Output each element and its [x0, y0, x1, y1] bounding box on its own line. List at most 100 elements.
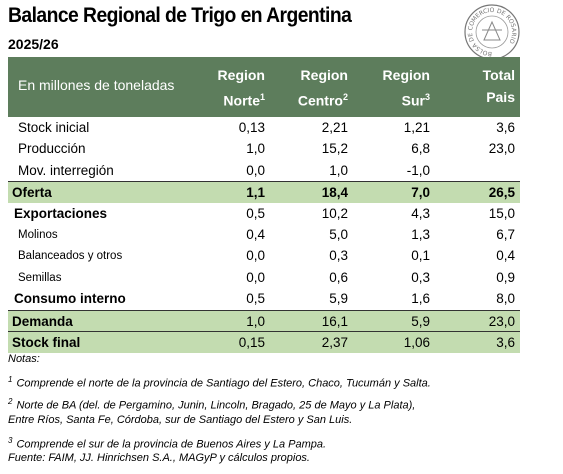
cell-value: 5,9	[329, 291, 348, 307]
table-row: Semillas 0,0 0,6 0,3 0,9	[8, 267, 520, 288]
svg-text:BOLSA DE COMERCIO DE ROSARIO: BOLSA DE COMERCIO DE ROSARIO	[467, 7, 517, 57]
footnote-marker: 3	[8, 436, 13, 445]
column-header: Total Pais	[483, 64, 515, 108]
column-header-line: Region	[300, 67, 348, 83]
cell-value: 0,0	[246, 162, 265, 178]
cell-value: 5,9	[411, 313, 430, 329]
cell-value: 0,5	[246, 291, 265, 307]
column-header-name: Norte	[223, 92, 260, 109]
cell-value: 6,7	[496, 227, 515, 242]
column-header-line: Centro2	[298, 86, 348, 112]
cell-value: 4,3	[411, 205, 430, 221]
logo: BOLSA DE COMERCIO DE ROSARIO	[464, 4, 520, 60]
title: Balance Regional de Trigo en Argentina	[8, 4, 352, 27]
cell-value: 1,0	[329, 162, 348, 178]
cell-value: 23,0	[488, 141, 515, 157]
cell-value: 0,6	[329, 269, 348, 285]
row-label: Stock inicial	[18, 120, 90, 135]
row-label: Balanceados y otros	[18, 250, 123, 263]
cell-value: 6,8	[411, 141, 430, 157]
column-header-line: Region	[382, 67, 430, 83]
row-label: Exportaciones	[14, 205, 108, 221]
row-label: Molinos	[18, 229, 58, 241]
note-line: 3 Comprende el sur de la provincia de Bue…	[8, 436, 326, 451]
note-line: Entre Ríos, Santa Fe, Córdoba, sur de Sa…	[8, 414, 352, 426]
source: Fuente: FAIM, JJ. Hinrichsen S.A., MAGyP…	[8, 452, 310, 464]
cell-value: 7,0	[411, 185, 430, 201]
footnote-marker: 1	[8, 375, 13, 384]
column-header-name: Sur	[401, 92, 425, 109]
footnote-marker: 3	[424, 92, 430, 102]
table-header: En millones de toneladas Region Norte1 Reg…	[8, 57, 520, 117]
cell-value: 2,21	[321, 120, 348, 135]
column-header: Region Norte1	[218, 64, 265, 112]
cell-value: 1,6	[411, 291, 430, 307]
cell-value: 3,6	[496, 120, 515, 135]
cell-value: 0,15	[238, 335, 265, 350]
note-line: 2 Norte de BA (del. de Pergamino, Junin, …	[8, 397, 415, 412]
footnote-marker: 1	[259, 92, 265, 102]
cell-value: 0,3	[411, 269, 430, 285]
note-text: Entre Ríos, Santa Fe, Córdoba, sur de Sa…	[8, 414, 353, 426]
cell-value: 1,21	[403, 120, 430, 135]
cell-value: 1,0	[246, 313, 265, 329]
column-header-line: Total	[482, 67, 515, 83]
table-row: Consumo interno 0,5 5,9 1,6 8,0	[8, 288, 520, 309]
table-row: Producción 1,0 15,2 6,8 23,0	[8, 138, 520, 159]
cell-value: 0,9	[496, 269, 515, 285]
column-header-line: Pais	[483, 86, 515, 108]
row-label: Demanda	[12, 313, 73, 329]
cell-value: 3,6	[496, 335, 515, 350]
footnote-marker: 2	[8, 397, 13, 406]
column-header-line: Norte1	[218, 86, 265, 112]
unit-label: En millones de toneladas	[18, 77, 175, 93]
cell-value: 1,3	[411, 227, 430, 242]
cell-value: 0,3	[329, 248, 348, 264]
cell-value: 0,4	[496, 248, 515, 264]
subtitle: 2025/26	[8, 36, 59, 52]
cell-value: 1,0	[246, 141, 265, 157]
row-label: Producción	[18, 141, 86, 157]
column-header-name: Pais	[486, 89, 515, 105]
cell-value: 0,1	[411, 248, 430, 264]
logo-text: BOLSA DE COMERCIO DE ROSARIO	[467, 7, 517, 57]
note-line: 1 Comprende el norte de la provincia de S…	[8, 375, 431, 390]
cell-value: 0,0	[246, 248, 265, 264]
cell-value: 0,4	[246, 227, 265, 242]
cell-value: 1,06	[403, 335, 430, 350]
cell-value: 18,4	[321, 185, 348, 201]
column-header-name: Centro	[297, 92, 343, 109]
table-row: Stock inicial 0,13 2,21 1,21 3,6	[8, 117, 520, 138]
notes-heading: Notas:	[8, 353, 40, 365]
table-row: Stock final 0,15 2,37 1,06 3,6	[8, 331, 520, 353]
row-label: Consumo interno	[14, 291, 126, 307]
table-row: Balanceados y otros 0,0 0,3 0,1 0,4	[8, 245, 520, 266]
cell-value: 0,0	[246, 269, 265, 285]
row-label: Semillas	[18, 271, 62, 284]
footnote-marker: 2	[342, 92, 348, 102]
cell-value: 23,0	[488, 313, 515, 329]
cell-value: 8,0	[496, 291, 515, 307]
note-text: Norte de BA (del. de Pergamino, Junin, L…	[16, 399, 416, 412]
table-row: Mov. interregión 0,0 1,0 -1,0	[8, 160, 520, 181]
table-row: Exportaciones 0,5 10,2 4,3 15,0	[8, 203, 520, 224]
note-text: Comprende el sur de la provincia de Buen…	[16, 438, 327, 451]
row-label: Oferta	[12, 185, 52, 201]
cell-value: 1,1	[246, 185, 265, 201]
cell-value: 5,0	[329, 227, 348, 242]
cell-value: 10,2	[321, 205, 348, 221]
column-header-line: Sur3	[383, 86, 430, 112]
cell-value: 16,1	[321, 313, 348, 329]
cell-value: 0,5	[246, 205, 265, 221]
table-row: Demanda 1,0 16,1 5,9 23,0	[8, 309, 520, 332]
column-header: Region Sur3	[383, 64, 430, 112]
cell-value: 15,0	[488, 205, 515, 221]
table-row: Oferta 1,1 18,4 7,0 26,5	[8, 181, 520, 204]
cell-value: 26,5	[488, 185, 515, 201]
row-label: Stock final	[12, 335, 81, 350]
row-label: Mov. interregión	[18, 162, 114, 178]
cell-value: -1,0	[406, 162, 430, 178]
note-text: Comprende el norte de la provincia de Sa…	[16, 377, 431, 390]
column-header: Region Centro2	[298, 64, 348, 112]
